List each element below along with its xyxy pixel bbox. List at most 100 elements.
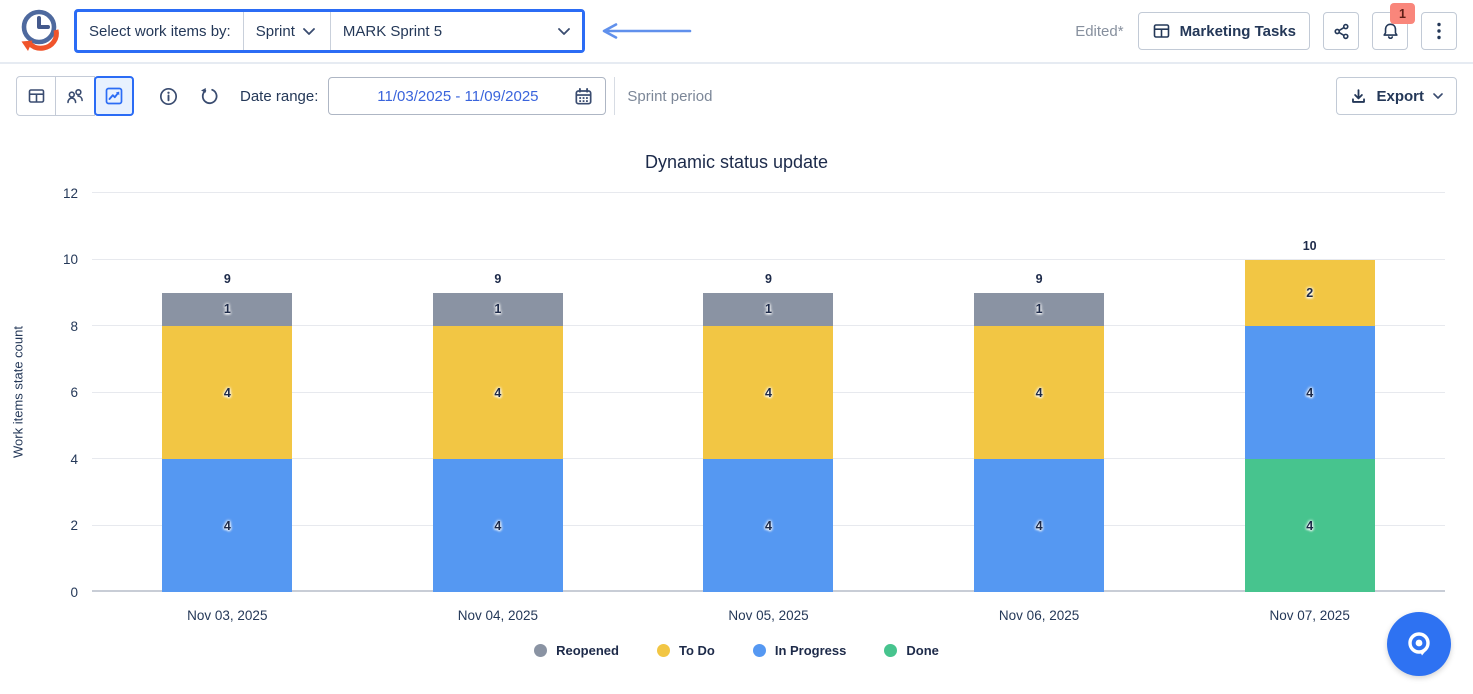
y-tick-label: 12 [62,185,78,201]
bell-icon [1382,23,1398,39]
legend-label: In Progress [774,643,847,658]
date-range-value[interactable] [341,87,575,105]
y-tick-label: 10 [62,251,78,267]
support-widget-button[interactable] [1387,612,1451,676]
bar-total-label: 9 [223,272,231,287]
legend-item[interactable]: Reopened [534,643,619,658]
board-selector-button[interactable]: Marketing Tasks [1137,12,1310,50]
bar-segment[interactable]: 4 [703,459,834,592]
date-range-input[interactable] [328,77,607,115]
bar-segment[interactable]: 4 [1244,326,1375,460]
segment-value-label: 4 [223,518,231,533]
bar-columns: 0441904419044190441944210 [92,193,1445,592]
bar-segment[interactable]: 4 [1244,459,1375,592]
bar-column: 04419 [92,193,363,592]
bar-segment[interactable]: 1 [703,292,834,327]
bar-segment[interactable]: 4 [974,459,1105,592]
legend-dot [884,644,898,657]
more-menu-button[interactable] [1421,12,1457,50]
y-tick-label: 0 [70,584,78,600]
stacked-bar[interactable]: 4 4 2 10 [1244,193,1375,592]
bar-segment[interactable]: 1 [162,292,293,327]
period-hint: Sprint period [627,87,713,105]
bar-segment[interactable]: 4 [703,326,834,460]
export-button[interactable]: Export [1336,77,1457,115]
bar-segment[interactable]: 1 [974,292,1105,327]
bar-segment[interactable]: 4 [974,326,1105,460]
board-selector-label: Marketing Tasks [1179,22,1296,40]
y-tick-label: 2 [70,517,78,533]
bar-total-label: 9 [494,272,502,287]
x-tick-label: Nov 07, 2025 [1269,608,1350,623]
legend-item[interactable]: To Do [656,643,715,658]
legend-dot [656,644,670,657]
bar-column: 04419 [904,193,1175,592]
bar-segment[interactable]: 4 [432,326,563,460]
segment-value-label: 4 [1306,385,1314,400]
segment-value-label: 4 [223,385,231,400]
stacked-bar[interactable]: 04419 [974,193,1105,592]
legend-dot [534,644,548,657]
x-tick-label: Nov 05, 2025 [728,608,809,623]
edited-status: Edited* [1075,22,1124,40]
y-tick-label: 6 [70,384,78,400]
table-view-button[interactable] [16,76,56,116]
notification-badge: 1 [1390,3,1415,24]
refresh-button[interactable] [194,82,222,110]
bar-segment[interactable]: 4 [162,326,293,460]
chart-trend-icon [105,87,123,105]
sprint-dropdown[interactable]: MARK Sprint 5 [329,12,582,50]
kebab-menu-icon [1437,22,1441,40]
notifications-button[interactable]: 1 [1372,3,1415,50]
select-by-value: Sprint [255,22,295,40]
pointer-arrow-icon [602,23,692,39]
chart-toolbar: Date range: Sprint period Export [0,64,1473,128]
bar-total-label: 9 [1035,272,1043,287]
segment-value-label: 4 [765,385,772,400]
bar-column: 04419 [633,193,904,592]
y-tick-label: 8 [70,318,78,334]
app-bubble-icon [1408,632,1430,656]
stacked-bar[interactable]: 04419 [162,193,293,592]
app-logo-clock-icon[interactable] [16,6,64,56]
people-view-button[interactable] [55,76,95,116]
segment-value-label: 1 [223,302,231,317]
segment-value-label: 4 [765,518,772,533]
gridline [92,258,1445,260]
top-bar: Select work items by: Sprint MARK Sprint… [0,0,1473,64]
segment-value-label: 4 [494,518,502,533]
bar-segment[interactable]: 4 [162,459,293,592]
divider [614,77,616,115]
stacked-bar[interactable]: 04419 [432,193,563,592]
view-toggle-group [16,76,134,116]
chart-view-button[interactable] [94,76,134,116]
bar-segment[interactable]: 2 [1244,259,1375,327]
bar-segment[interactable]: 4 [432,459,563,592]
segment-value-label: 4 [1035,518,1043,533]
y-axis-title: Work items state count [10,326,26,459]
segment-value-label: 4 [494,385,502,400]
legend-label: To Do [678,643,715,658]
work-items-selector[interactable]: Select work items by: Sprint MARK Sprint… [74,9,585,53]
legend-label: Reopened [556,643,619,658]
table-icon [28,89,44,103]
segment-value-label: 2 [1306,285,1314,300]
legend-item[interactable]: Done [884,643,939,658]
x-tick-label: Nov 03, 2025 [187,608,268,623]
select-by-dropdown[interactable]: Sprint [242,12,327,50]
info-icon [159,87,177,105]
x-axis: Nov 03, 2025 Nov 04, 2025 Nov 05, 2025 Nov … [92,608,1445,623]
info-button[interactable] [154,82,182,110]
bar-segment[interactable]: 1 [432,292,563,327]
chart-section: Dynamic status update Work items state c… [0,128,1473,658]
chevron-down-icon [303,27,315,35]
chart-title: Dynamic status update [644,152,829,172]
segment-value-label: 1 [1035,302,1043,317]
bar-total-label: 10 [1302,239,1317,253]
stacked-bar[interactable]: 04419 [703,193,834,592]
refresh-icon [200,87,217,104]
calendar-icon[interactable] [574,87,593,106]
share-button[interactable] [1323,12,1359,50]
legend-item[interactable]: In Progress [752,643,847,658]
legend: Reopened To Do In Progress Done [0,643,1473,658]
